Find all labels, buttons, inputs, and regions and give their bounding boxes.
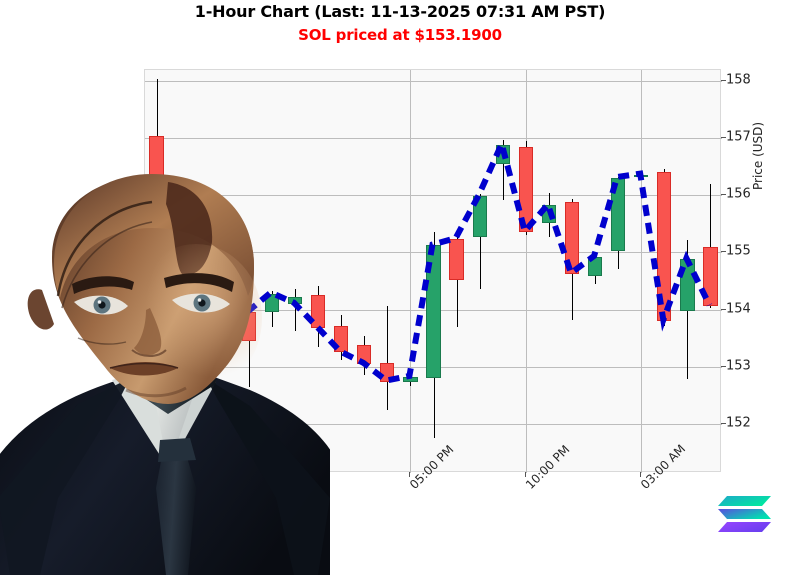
- gridline-vertical: [641, 70, 643, 473]
- y-tick-label: 152: [726, 415, 751, 431]
- y-tick-mark: [721, 79, 726, 81]
- y-tick-mark: [721, 422, 726, 424]
- gridline-horizontal: [145, 80, 722, 82]
- candle-body-down: [703, 246, 718, 307]
- candle-body-up: [587, 256, 603, 277]
- gridline-horizontal: [145, 138, 722, 140]
- y-tick-label: 153: [726, 358, 751, 374]
- y-tick-mark: [721, 251, 726, 253]
- candle-body-down: [449, 239, 464, 280]
- y-tick-label: 157: [726, 129, 751, 145]
- candle-body-down: [564, 202, 580, 275]
- solana-logo: [718, 496, 771, 532]
- x-tick-mark: [640, 472, 642, 477]
- candle-body-down: [380, 362, 395, 382]
- page-title: 1-Hour Chart (Last: 11-13-2025 07:31 AM …: [194, 2, 606, 21]
- candle-body-down: [334, 325, 349, 353]
- candle-body-down: [657, 172, 672, 321]
- candle-body-up: [610, 178, 626, 252]
- gridline-vertical: [525, 70, 527, 473]
- y-tick-mark: [721, 137, 726, 139]
- candle-wick: [387, 306, 389, 410]
- android-businessman-overlay: [0, 174, 330, 575]
- candle-body-up: [541, 205, 557, 223]
- y-tick-label: 156: [726, 186, 751, 202]
- candle-body-down: [357, 344, 372, 364]
- y-tick-mark: [721, 194, 726, 196]
- gridline-vertical: [410, 70, 412, 473]
- x-tick-mark: [409, 472, 411, 477]
- candle-body-up: [495, 144, 510, 164]
- y-axis-label: Price (USD): [751, 121, 765, 190]
- y-tick-label: 154: [726, 301, 751, 316]
- price-subtitle: SOL priced at $153.1900: [298, 26, 502, 44]
- y-tick-mark: [721, 308, 726, 310]
- candle-body-up: [426, 245, 441, 379]
- y-tick-label: 155: [726, 243, 751, 259]
- candle-body-up: [403, 376, 418, 382]
- y-tick-label: 158: [726, 72, 751, 88]
- y-tick-mark: [721, 365, 726, 367]
- candle-body-down: [518, 146, 533, 233]
- candle-body-up: [634, 174, 649, 177]
- candle-body-up: [680, 259, 695, 311]
- candle-body-up: [472, 196, 487, 238]
- x-tick-mark: [524, 472, 526, 477]
